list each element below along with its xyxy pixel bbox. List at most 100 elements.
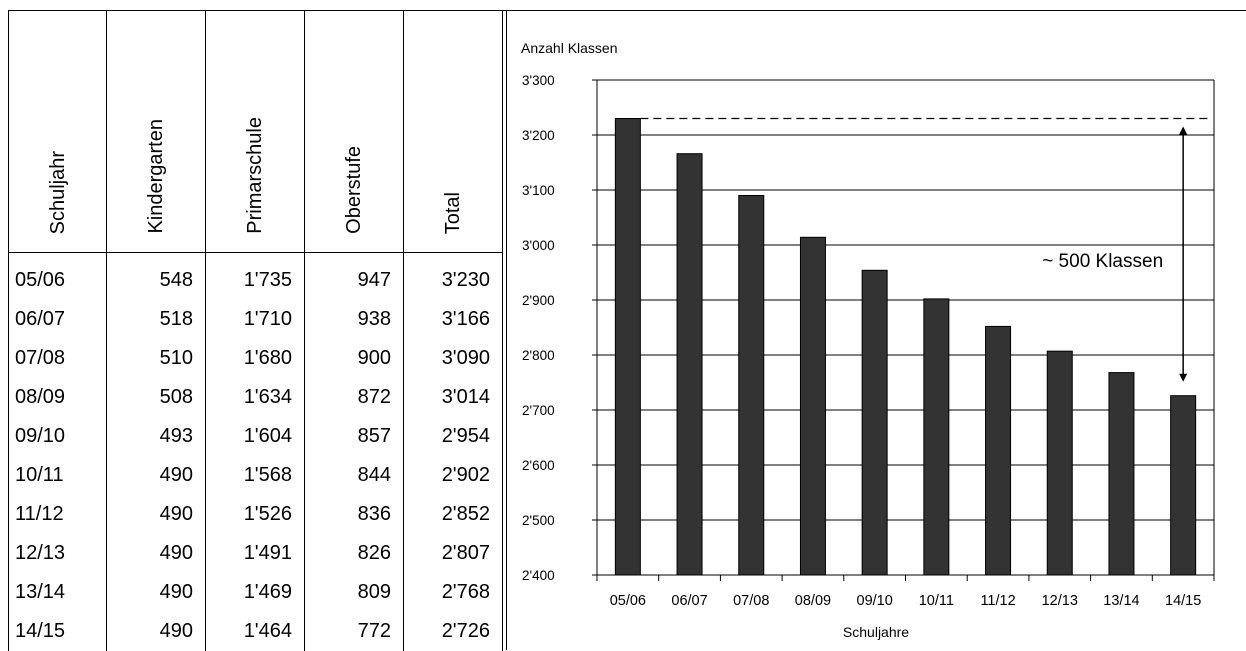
table-row: 07/08 510 1'680 900 3'090 [8, 338, 503, 378]
cell-total: 3'230 [403, 252, 503, 300]
y-tick-labels: 2'400 2'500 2'600 2'700 2'800 2'900 3'000 3'100… [522, 73, 555, 583]
bar [614, 118, 641, 576]
cell-primarschule: 1'491 [205, 533, 305, 573]
y-tick-label: 3'200 [522, 128, 555, 143]
x-tick-label: 14/15 [1165, 593, 1201, 609]
column-header-total: Total [403, 10, 503, 253]
cell-oberstufe: 844 [304, 455, 404, 495]
bar [799, 236, 826, 576]
y-tick-label: 2'400 [522, 568, 555, 583]
x-tick-label: 06/07 [671, 593, 707, 609]
table-header-row: Schuljahr Kindergarten Primarschule Ober… [8, 10, 503, 253]
cell-schuljahr: 10/11 [8, 455, 107, 495]
cell-primarschule: 1'710 [205, 299, 305, 339]
cell-total: 2'852 [403, 494, 503, 534]
bar [1046, 350, 1073, 576]
y-tick-label: 3'100 [522, 183, 555, 198]
cell-kindergarten: 508 [106, 377, 206, 417]
cell-schuljahr: 13/14 [8, 572, 107, 612]
cell-oberstufe: 857 [304, 416, 404, 456]
annotation-arrow-head-up [1179, 126, 1188, 135]
cell-total: 3'166 [403, 299, 503, 339]
x-tick-label: 13/14 [1103, 593, 1139, 609]
cell-primarschule: 1'568 [205, 455, 305, 495]
cell-schuljahr: 06/07 [8, 299, 107, 339]
cell-kindergarten: 548 [106, 252, 206, 300]
cell-oberstufe: 938 [304, 299, 404, 339]
cell-oberstufe: 772 [304, 611, 404, 651]
table-row: 13/14 490 1'469 809 2'768 [8, 572, 503, 612]
cell-primarschule: 1'464 [205, 611, 305, 651]
bar [861, 269, 888, 576]
cell-primarschule: 1'526 [205, 494, 305, 534]
y-tick-label: 3'300 [522, 73, 555, 88]
bar [985, 325, 1012, 576]
column-header-schuljahr: Schuljahr [8, 10, 107, 253]
x-tick-labels: 05/06 06/07 07/08 08/09 09/10 10/11 11/12 12/13… [610, 593, 1202, 609]
x-tick-label: 07/08 [733, 593, 769, 609]
cell-kindergarten: 490 [106, 494, 206, 534]
table-row: 06/07 518 1'710 938 3'166 [8, 299, 503, 339]
cell-kindergarten: 493 [106, 416, 206, 456]
bar [1170, 395, 1197, 576]
table-row: 09/10 493 1'604 857 2'954 [8, 416, 503, 456]
cell-kindergarten: 510 [106, 338, 206, 378]
y-tick-label: 2'500 [522, 513, 555, 528]
table-row: 12/13 490 1'491 826 2'807 [8, 533, 503, 573]
cell-schuljahr: 09/10 [8, 416, 107, 456]
cell-total: 3'014 [403, 377, 503, 417]
x-tick-label: 09/10 [857, 593, 893, 609]
cell-total: 3'090 [403, 338, 503, 378]
annotation-arrow-head-down [1179, 373, 1188, 382]
class-count-table: Schuljahr Kindergarten Primarschule Ober… [8, 10, 503, 651]
y-tick-label: 2'700 [522, 403, 555, 418]
cell-oberstufe: 900 [304, 338, 404, 378]
y-tick-label: 2'900 [522, 293, 555, 308]
table-row: 05/06 548 1'735 947 3'230 [8, 252, 503, 300]
cell-total: 2'807 [403, 533, 503, 573]
y-tick-label: 2'600 [522, 458, 555, 473]
cell-kindergarten: 490 [106, 611, 206, 651]
cell-schuljahr: 14/15 [8, 611, 107, 651]
frame-top-line [8, 10, 1246, 11]
y-tick-label: 2'800 [522, 348, 555, 363]
cell-total: 2'954 [403, 416, 503, 456]
table-row: 11/12 490 1'526 836 2'852 [8, 494, 503, 534]
cell-schuljahr: 08/09 [8, 377, 107, 417]
column-header-oberstufe: Oberstufe [304, 10, 404, 253]
column-header-primarschule: Primarschule [205, 10, 305, 253]
cell-oberstufe: 826 [304, 533, 404, 573]
cell-kindergarten: 490 [106, 533, 206, 573]
cell-primarschule: 1'680 [205, 338, 305, 378]
cell-total: 2'902 [403, 455, 503, 495]
cell-kindergarten: 490 [106, 572, 206, 612]
axes [592, 79, 1215, 581]
x-tick-label: 10/11 [919, 593, 954, 609]
y-axis-title: Anzahl Klassen [521, 40, 618, 56]
bars [614, 118, 1197, 576]
cell-primarschule: 1'469 [205, 572, 305, 612]
table-row: 14/15 490 1'464 772 2'726 [8, 611, 503, 651]
cell-schuljahr: 05/06 [8, 252, 107, 300]
y-tick-label: 3'000 [522, 238, 555, 253]
bar [738, 195, 765, 576]
bar [676, 153, 703, 576]
cell-primarschule: 1'604 [205, 416, 305, 456]
cell-schuljahr: 11/12 [8, 494, 107, 534]
table-row: 10/11 490 1'568 844 2'902 [8, 455, 503, 495]
cell-total: 2'726 [403, 611, 503, 651]
cell-primarschule: 1'634 [205, 377, 305, 417]
cell-oberstufe: 947 [304, 252, 404, 300]
column-header-kindergarten: Kindergarten [106, 10, 206, 253]
bar [1108, 372, 1135, 576]
frame-divider-line [506, 10, 507, 650]
cell-total: 2'768 [403, 572, 503, 612]
class-count-bar-chart: Anzahl Klassen 2'400 2'500 2'600 2'700 2'800… [521, 40, 1215, 640]
cell-kindergarten: 518 [106, 299, 206, 339]
x-tick-label: 05/06 [610, 593, 646, 609]
cell-primarschule: 1'735 [205, 252, 305, 300]
x-tick-label: 11/12 [980, 593, 1015, 609]
x-tick-label: 12/13 [1042, 593, 1078, 609]
cell-schuljahr: 07/08 [8, 338, 107, 378]
cell-oberstufe: 809 [304, 572, 404, 612]
